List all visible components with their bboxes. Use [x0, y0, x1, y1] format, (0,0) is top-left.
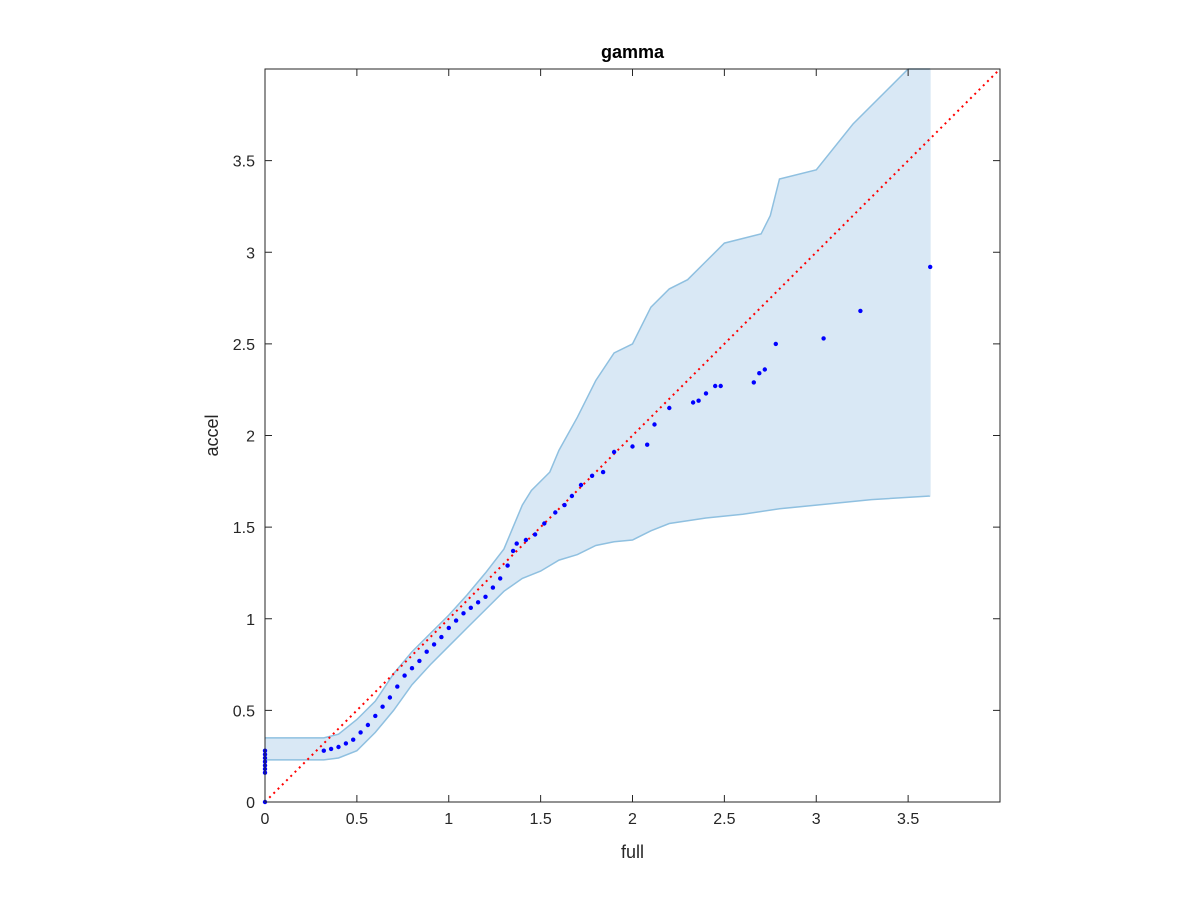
data-point — [713, 383, 718, 389]
data-point — [600, 469, 606, 475]
data-point — [321, 748, 326, 753]
x-axis-label: full — [621, 842, 644, 862]
data-point — [475, 600, 481, 605]
data-point — [365, 722, 371, 728]
data-point — [358, 730, 363, 735]
confidence-band — [265, 68, 931, 761]
data-point — [373, 713, 378, 719]
data-point — [532, 532, 538, 537]
data-point — [395, 684, 400, 689]
band-lower-edge — [265, 495, 931, 761]
y-axis-label: accel — [202, 414, 222, 456]
data-point — [858, 308, 863, 314]
data-point — [498, 576, 503, 581]
data-point — [751, 380, 756, 385]
data-point — [630, 444, 635, 449]
chart-title: gamma — [601, 42, 665, 62]
data-point — [461, 611, 466, 616]
data-point — [652, 422, 657, 427]
data-point — [690, 400, 696, 405]
y-tick-label: 0.5 — [233, 703, 255, 720]
y-tick-label: 0 — [246, 795, 255, 812]
y-tick-label: 2 — [246, 429, 255, 446]
data-point — [439, 634, 444, 640]
x-tick-label: 3.5 — [897, 811, 919, 828]
data-point — [757, 371, 762, 376]
data-point — [468, 605, 473, 610]
data-point — [718, 383, 723, 389]
data-point — [387, 695, 393, 700]
x-tick-label: 1.5 — [530, 811, 552, 828]
data-point — [417, 658, 422, 664]
data-point — [490, 585, 496, 590]
x-tick-label: 1 — [444, 811, 453, 828]
band-upper-edge — [265, 68, 931, 739]
data-point — [336, 744, 341, 750]
x-tick-label: 2 — [628, 811, 637, 828]
data-point — [667, 405, 672, 411]
data-point — [773, 341, 778, 347]
data-point — [446, 625, 451, 631]
identity-line — [264, 68, 1001, 803]
data-points — [262, 264, 933, 805]
x-tick-label: 0 — [261, 811, 270, 828]
data-point — [553, 510, 558, 515]
y-tick-label: 1.5 — [233, 520, 255, 537]
axes: 0 0.5 1 1.5 2 2.5 3 3.5 0 0.5 1 1.5 2 2.5 3 3.5 — [233, 68, 1001, 828]
y-tick-label: 2.5 — [233, 337, 255, 354]
data-point — [328, 746, 334, 752]
data-point — [696, 398, 701, 403]
band-fill — [265, 69, 931, 760]
data-point — [569, 493, 575, 499]
x-tick-label: 0.5 — [346, 811, 368, 828]
data-point — [424, 649, 429, 654]
data-point — [510, 548, 516, 554]
data-point — [821, 336, 826, 341]
data-point — [589, 473, 595, 478]
data-point — [505, 563, 510, 568]
data-point — [402, 673, 407, 678]
data-point — [562, 502, 567, 508]
reference-line — [264, 68, 1001, 803]
data-point — [431, 642, 437, 647]
data-point — [380, 704, 385, 709]
y-tick-label: 3.5 — [233, 154, 255, 171]
data-point — [578, 482, 584, 488]
y-tick-label: 1 — [246, 612, 255, 629]
data-point — [645, 442, 650, 447]
data-point — [453, 618, 459, 623]
data-point — [542, 521, 547, 526]
data-point — [483, 594, 488, 599]
data-point — [703, 391, 709, 396]
data-point — [409, 666, 415, 671]
y-tick-label: 3 — [246, 245, 255, 262]
data-point — [343, 741, 349, 746]
data-point — [762, 367, 767, 372]
data-point — [611, 449, 617, 455]
data-point — [351, 737, 356, 742]
data-point — [928, 264, 933, 270]
data-point — [514, 541, 519, 546]
data-point — [523, 537, 529, 543]
x-tick-label: 2.5 — [713, 811, 735, 828]
x-tick-label: 3 — [812, 811, 821, 828]
